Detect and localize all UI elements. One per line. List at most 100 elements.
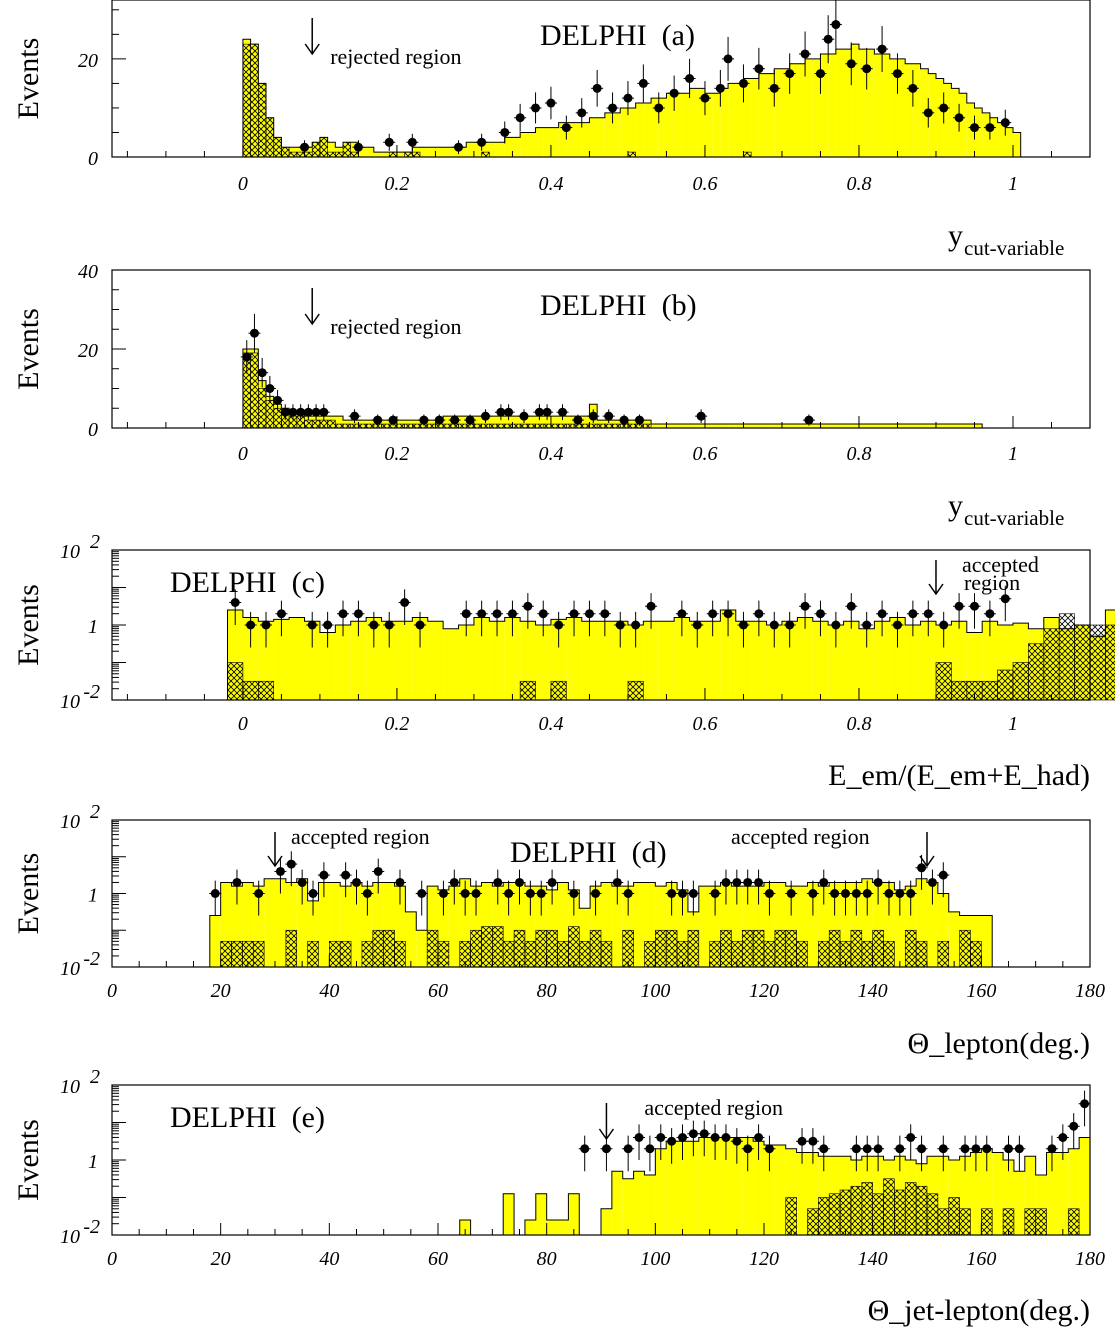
hatched-bin [258, 680, 275, 701]
mc-outline [459, 1137, 1091, 1236]
mc-bin [974, 424, 983, 428]
data-point [600, 609, 610, 619]
x-tick-label: 120 [749, 1248, 779, 1270]
x-tick-label: 0 [107, 980, 117, 1002]
mc-bin [927, 882, 938, 967]
data-point [764, 889, 774, 898]
data-point [507, 609, 517, 619]
mc-bin [503, 882, 515, 967]
arrow-head [919, 855, 935, 868]
data-point [249, 328, 259, 338]
x-tick-label: 80 [537, 1248, 557, 1270]
data-point [851, 1144, 861, 1154]
mc-bin [820, 424, 829, 428]
annotation-text: accepted region [644, 1095, 783, 1120]
mc-bin [497, 416, 505, 428]
data-point [873, 1144, 883, 1154]
x-tick-label: 0.6 [692, 443, 717, 465]
mc-bin [743, 78, 752, 157]
data-point [696, 411, 706, 421]
mc-bin [473, 142, 482, 157]
mc-bin [550, 416, 559, 428]
mc-bin [503, 1193, 515, 1235]
data-point [515, 877, 524, 887]
hatched-bin [774, 929, 787, 968]
mc-bin [566, 122, 575, 157]
data-point [738, 78, 748, 88]
x-axis-label: y [948, 489, 963, 522]
mc-bin [912, 424, 921, 428]
arrow-head [304, 313, 320, 326]
mc-bin [820, 53, 829, 157]
mc-bin [858, 424, 867, 428]
mc-bin [828, 53, 836, 157]
data-point [601, 1144, 611, 1154]
data-point [738, 620, 748, 630]
data-point [384, 137, 394, 147]
mc-bin [970, 1152, 982, 1235]
hatched-bin [281, 146, 290, 158]
data-point [851, 889, 861, 898]
data-point [523, 601, 533, 611]
arrow-head [304, 43, 320, 56]
data-point [531, 103, 541, 113]
data-point [604, 411, 614, 421]
mc-bin [568, 1193, 580, 1235]
hatched-bin [372, 929, 384, 968]
data-point [700, 93, 710, 103]
data-point [438, 889, 448, 898]
hatched-bin [926, 1193, 939, 1236]
data-point [873, 877, 883, 887]
data-point [388, 415, 398, 425]
mc-bin [796, 886, 808, 967]
data-point [297, 877, 307, 887]
mc-bin [296, 878, 308, 967]
mc-bin [373, 152, 382, 157]
hatched-bin [872, 929, 884, 968]
data-point [917, 1144, 927, 1154]
x-tick-label: 0.2 [384, 713, 409, 735]
x-tick-label: 0.8 [846, 443, 871, 465]
data-point [311, 407, 321, 417]
mc-bin [666, 424, 675, 428]
mc-bin [327, 142, 336, 157]
hatched-bin [828, 929, 841, 968]
mc-bin [905, 886, 917, 967]
hatched-bin [904, 1182, 917, 1236]
data-point [769, 620, 779, 630]
data-point [708, 609, 718, 619]
hatched-bin [481, 926, 493, 968]
mc-bin [728, 424, 736, 428]
data-point [417, 889, 427, 898]
hatched-bin [959, 1208, 971, 1236]
hatched-bin [339, 940, 352, 968]
mc-bin [753, 886, 764, 967]
x-tick-label: 180 [1075, 980, 1105, 1002]
mc-bin [789, 63, 798, 157]
data-point [591, 889, 601, 898]
mc-bin [781, 621, 798, 700]
mc-bin [620, 107, 628, 157]
data-point [338, 609, 348, 619]
mc-bin [504, 617, 521, 700]
mc-bin [689, 88, 698, 157]
mc-bin [905, 424, 913, 428]
mc-bin [894, 889, 906, 967]
hatched-bin [850, 929, 863, 968]
annotation-text: rejected region [330, 44, 461, 69]
x-axis-label: Θ_jet-lepton(deg.) [868, 1294, 1090, 1327]
mc-bin [335, 625, 351, 700]
data-point [743, 877, 753, 887]
data-point [538, 609, 548, 619]
data-point [557, 407, 567, 417]
mc-bin [843, 621, 859, 700]
mc-bin [882, 53, 890, 157]
mc-bin [427, 621, 444, 700]
mc-bin [704, 93, 713, 157]
mc-bin [712, 424, 721, 428]
data-point [906, 889, 916, 898]
mc-bin [916, 878, 927, 967]
hatched-bin [252, 940, 265, 968]
x-tick-label: 1 [1008, 713, 1018, 735]
